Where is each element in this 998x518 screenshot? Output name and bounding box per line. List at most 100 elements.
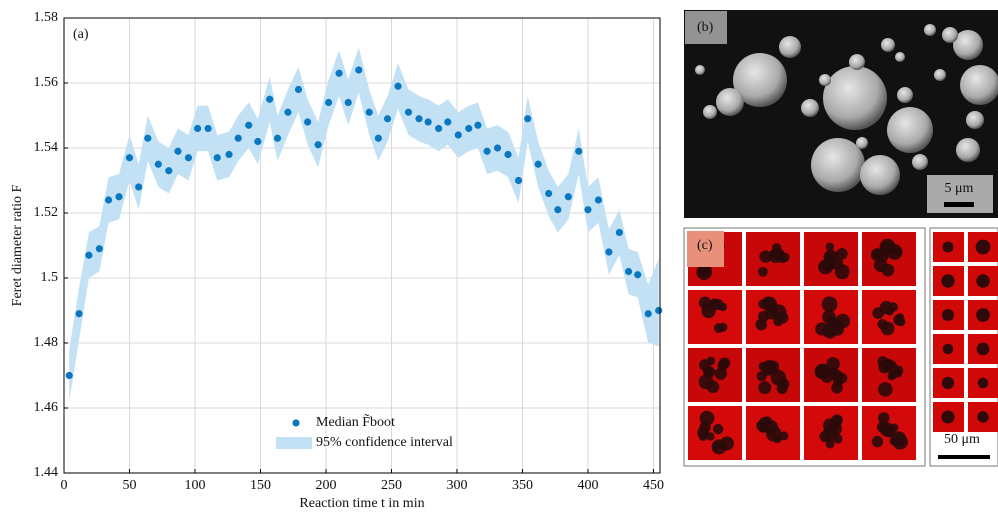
y-tick-label: 1.54 — [34, 140, 59, 155]
particle — [877, 318, 888, 330]
data-point — [324, 98, 333, 107]
particle — [706, 356, 716, 366]
x-tick-label: 350 — [512, 478, 533, 493]
data-point — [514, 176, 523, 185]
panel-label: (c) — [697, 238, 713, 253]
data-point — [615, 228, 623, 237]
data-point — [355, 66, 363, 74]
particle — [829, 367, 838, 376]
particle — [771, 243, 782, 253]
data-point — [605, 248, 613, 256]
x-tick-label: 250 — [381, 478, 402, 493]
particle — [777, 312, 789, 324]
data-point — [184, 154, 193, 162]
particle — [826, 425, 836, 436]
data-point — [435, 124, 443, 133]
particle — [941, 308, 955, 322]
scale-bar-label: 5 μm — [945, 181, 974, 196]
data-point — [483, 147, 491, 155]
particle — [888, 370, 898, 380]
particle — [891, 431, 907, 447]
data-point — [493, 144, 502, 152]
particle — [836, 247, 848, 260]
particle — [765, 307, 778, 320]
data-point — [95, 245, 103, 253]
particle — [768, 249, 783, 264]
legend-marker — [292, 419, 300, 427]
particle-tile — [688, 290, 742, 344]
data-point — [594, 196, 603, 204]
data-point — [273, 134, 282, 142]
x-tick-label: 400 — [577, 478, 598, 493]
particle — [942, 343, 954, 355]
data-point — [624, 267, 633, 276]
particle — [761, 296, 775, 310]
particle — [941, 410, 955, 424]
particle — [719, 436, 734, 451]
data-point — [314, 141, 322, 149]
particle — [884, 360, 898, 373]
particle — [714, 367, 728, 380]
particle — [893, 314, 905, 326]
data-point — [545, 189, 553, 198]
data-point — [564, 193, 572, 201]
data-point — [394, 82, 402, 90]
data-point — [634, 271, 642, 279]
data-point — [344, 98, 352, 107]
legend-marker — [276, 437, 312, 449]
particle — [830, 256, 844, 270]
y-tick-label: 1.52 — [34, 205, 59, 220]
particle — [976, 342, 990, 356]
x-tick-label: 0 — [61, 478, 68, 493]
particle — [870, 248, 884, 262]
data-point — [554, 206, 562, 214]
data-point — [125, 154, 134, 162]
data-point — [644, 310, 652, 318]
plot-frame — [63, 17, 661, 474]
particle — [975, 239, 991, 255]
particle — [763, 420, 779, 435]
panel-label: (a) — [73, 27, 89, 42]
data-point — [104, 196, 113, 204]
data-point — [294, 85, 303, 94]
particle — [818, 259, 833, 275]
particle — [758, 381, 772, 395]
y-axis-label: Feret diameter ratio F — [10, 184, 25, 306]
y-tick-label: 1.46 — [34, 400, 59, 415]
data-point — [75, 310, 83, 318]
particle — [976, 274, 990, 288]
data-point — [575, 147, 583, 155]
data-point — [415, 115, 423, 123]
particle — [878, 382, 893, 397]
scale-bar-label: 50 μm — [944, 432, 980, 447]
panel-label: (b) — [697, 20, 714, 35]
particle — [977, 377, 989, 389]
particle — [718, 357, 731, 369]
data-point — [165, 167, 173, 175]
data-point — [154, 160, 162, 168]
particle — [941, 274, 955, 288]
data-point — [254, 137, 262, 146]
particle — [825, 242, 834, 251]
confidence-band — [69, 47, 659, 402]
data-point — [474, 121, 482, 129]
legend-label: Median F̃boot — [316, 413, 395, 430]
particle — [712, 441, 721, 450]
particle-tile — [862, 290, 916, 344]
particle — [879, 300, 893, 315]
y-tick-label: 1.48 — [34, 335, 59, 350]
particle — [826, 357, 840, 371]
data-point — [213, 154, 221, 162]
data-point — [465, 124, 473, 133]
particle — [821, 296, 838, 313]
particle — [879, 422, 895, 437]
data-point — [655, 306, 663, 315]
data-point — [584, 206, 592, 214]
x-tick-label: 50 — [122, 478, 136, 493]
particle — [696, 264, 713, 281]
particle — [718, 322, 728, 332]
particle — [871, 435, 884, 448]
data-point — [144, 134, 152, 142]
sem-image — [684, 10, 998, 218]
